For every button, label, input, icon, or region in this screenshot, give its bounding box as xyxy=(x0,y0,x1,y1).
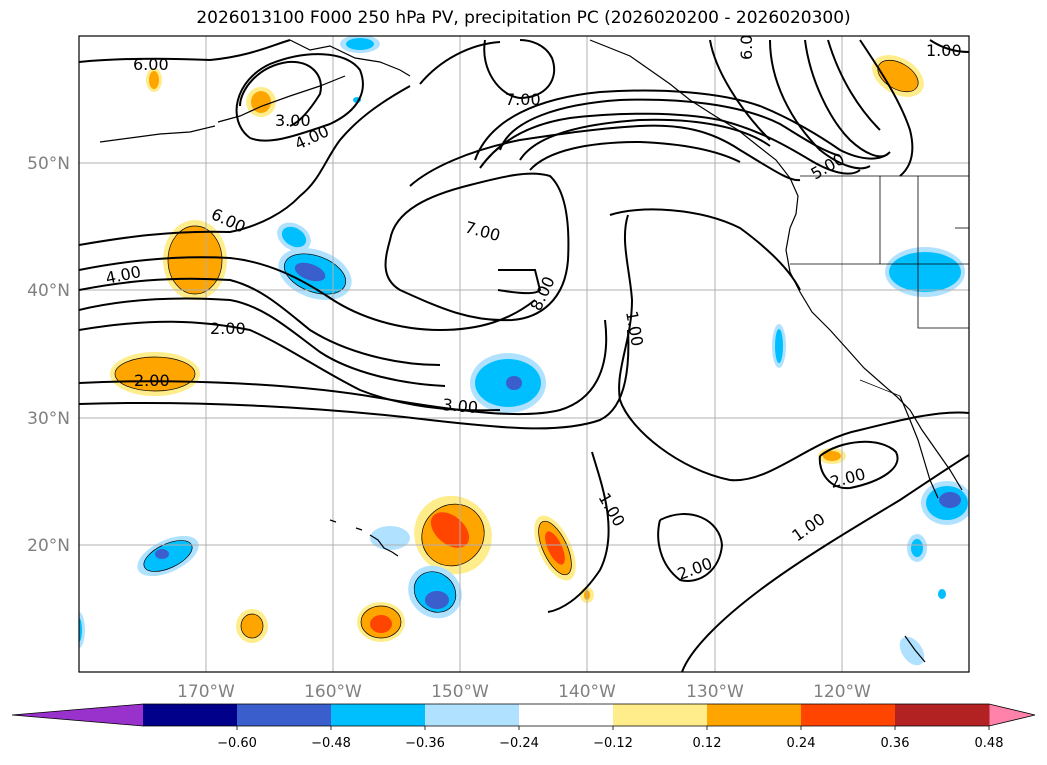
borders xyxy=(790,175,969,397)
colorbar: −0.60 −0.48 −0.36 −0.24 −0.12 0.12 0.24 0.36 0.4… xyxy=(11,703,1036,751)
contour-label: 2.00 xyxy=(134,371,170,390)
colorbar-swatch xyxy=(237,704,332,726)
contour-label: 6.00 xyxy=(737,24,756,60)
colorbar-tick-label: 0.12 xyxy=(693,736,722,751)
colorbar-tick-label: −0.12 xyxy=(593,736,633,751)
colorbar-tick-label: −0.24 xyxy=(499,736,539,751)
contour-label: 1.00 xyxy=(926,41,962,60)
colorbar-tick-label: 0.36 xyxy=(881,736,910,751)
colorbar-tick-label: −0.48 xyxy=(311,736,351,751)
contour-label: 6.00 xyxy=(133,55,169,74)
lon-tick-label: 160°W xyxy=(304,682,362,702)
map-title: 2026013100 F000 250 hPa PV, precipitatio… xyxy=(196,8,851,28)
lat-tick-label: 40°N xyxy=(27,281,70,301)
contour-label: 2.00 xyxy=(210,319,246,338)
colorbar-swatch xyxy=(801,704,896,726)
colorbar-extend-high xyxy=(989,704,1035,726)
lon-tick-label: 150°W xyxy=(431,682,489,702)
colorbar-swatch xyxy=(143,704,238,726)
lat-tick-labels: 20°N 30°N 40°N 50°N xyxy=(27,154,70,556)
graticule xyxy=(79,36,969,672)
lon-tick-labels: 170°W 160°W 150°W 140°W 130°W 120°W xyxy=(177,682,871,702)
map-panel: 6.00 3.00 4.00 7.00 6.00 1.00 6.00 7.00 … xyxy=(79,24,969,672)
lon-tick-label: 130°W xyxy=(686,682,744,702)
colorbar-swatch xyxy=(519,704,614,726)
colorbar-swatch xyxy=(707,704,802,726)
precip-outlines xyxy=(114,59,919,639)
colorbar-tick-label: −0.36 xyxy=(405,736,445,751)
colorbar-swatch xyxy=(895,704,990,726)
colorbar-outline xyxy=(11,703,1036,727)
contour-label: 3.00 xyxy=(442,395,479,417)
lat-tick-label: 20°N xyxy=(27,536,70,556)
precip-shading xyxy=(79,36,969,666)
colorbar-tick-label: 0.24 xyxy=(787,736,816,751)
lon-tick-label: 170°W xyxy=(177,682,235,702)
colorbar-tick-label: 0.48 xyxy=(975,736,1004,751)
pv-contours xyxy=(79,39,969,672)
lat-tick-label: 50°N xyxy=(27,154,70,174)
colorbar-tick-label: −0.60 xyxy=(217,736,257,751)
colorbar-swatch xyxy=(331,704,426,726)
lat-tick-label: 30°N xyxy=(27,409,70,429)
colorbar-extend-low xyxy=(12,704,143,726)
colorbar-swatch xyxy=(425,704,520,726)
colorbar-swatch xyxy=(613,704,708,726)
lon-tick-label: 120°W xyxy=(813,682,871,702)
lon-tick-label: 140°W xyxy=(558,682,616,702)
contour-label: 3.00 xyxy=(275,111,311,130)
map-frame xyxy=(78,35,970,673)
contour-label: 7.00 xyxy=(505,90,541,109)
